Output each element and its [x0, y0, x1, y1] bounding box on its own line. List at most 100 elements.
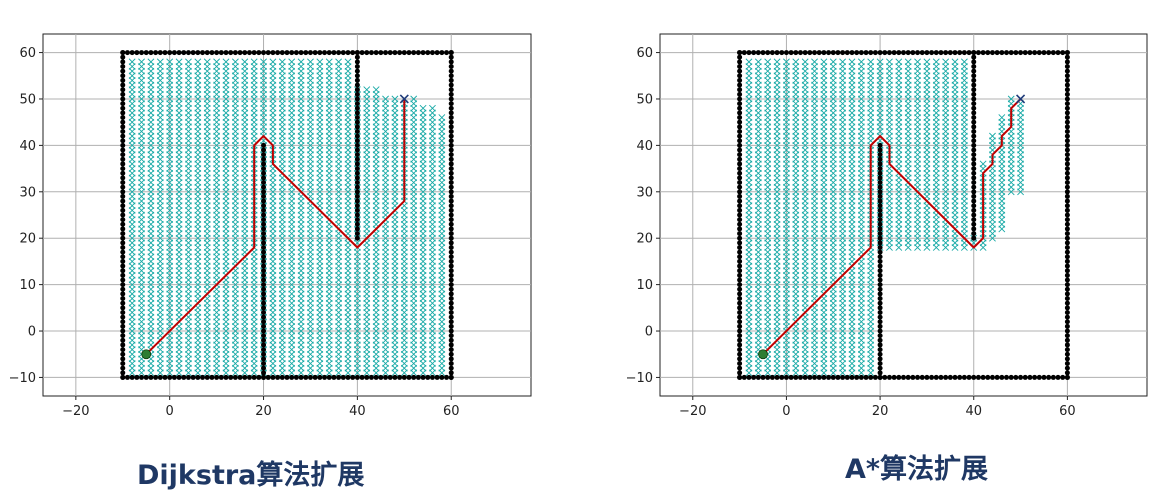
obstacle-point	[737, 147, 743, 153]
obstacle-point	[868, 374, 874, 380]
obstacle-point	[261, 258, 267, 264]
obstacle-point	[261, 296, 267, 302]
obstacle-point	[120, 309, 126, 315]
obstacle-point	[448, 105, 454, 111]
obstacle-point	[261, 249, 267, 255]
explored-node-marker	[316, 58, 324, 66]
obstacle-point	[915, 50, 921, 56]
obstacle-point	[331, 374, 337, 380]
x-tick-label: 20	[872, 404, 889, 419]
obstacle-point	[802, 50, 808, 56]
y-tick-label: 20	[636, 232, 653, 247]
obstacle-point	[120, 282, 126, 288]
obstacle-point	[354, 189, 360, 195]
obstacle-point	[322, 374, 328, 380]
obstacle-point	[289, 50, 295, 56]
obstacle-point	[1046, 50, 1052, 56]
explored-node-marker	[438, 114, 446, 121]
obstacle-point	[448, 124, 454, 130]
obstacle-point	[120, 342, 126, 348]
obstacle-point	[877, 231, 883, 237]
obstacle-point	[120, 105, 126, 111]
obstacle-point	[1050, 50, 1056, 56]
obstacle-point	[448, 361, 454, 367]
obstacle-point	[195, 50, 201, 56]
obstacle-point	[120, 249, 126, 255]
obstacle-point	[1064, 217, 1070, 223]
explored-node-marker	[241, 58, 249, 66]
obstacle-point	[354, 87, 360, 93]
obstacle-point	[1064, 221, 1070, 227]
obstacle-point	[134, 374, 140, 380]
obstacle-point	[737, 198, 743, 204]
obstacle-point	[877, 272, 883, 278]
explored-node-marker	[848, 58, 856, 66]
obstacle-point	[120, 277, 126, 283]
explored-node-marker	[166, 58, 174, 66]
obstacle-point	[1032, 374, 1038, 380]
obstacle-point	[415, 374, 421, 380]
obstacle-point	[788, 50, 794, 56]
obstacle-point	[448, 268, 454, 274]
obstacle-point	[284, 50, 290, 56]
obstacle-point	[293, 374, 299, 380]
y-tick-label: 10	[19, 278, 36, 293]
obstacle-point	[120, 73, 126, 79]
y-tick-label: 10	[636, 278, 653, 293]
obstacle-point	[971, 226, 977, 232]
y-tick-label: 40	[636, 139, 653, 154]
obstacle-point	[261, 351, 267, 357]
obstacle-point	[406, 374, 412, 380]
obstacle-point	[354, 374, 360, 380]
obstacle-point	[270, 50, 276, 56]
obstacle-point	[354, 77, 360, 83]
obstacle-point	[737, 272, 743, 278]
obstacle-point	[971, 221, 977, 227]
obstacle-point	[901, 374, 906, 380]
obstacle-point	[1064, 133, 1070, 139]
obstacle-point	[971, 193, 977, 199]
obstacle-point	[1064, 249, 1070, 255]
obstacle-point	[397, 374, 403, 380]
obstacle-point	[261, 254, 267, 260]
obstacle-point	[120, 258, 126, 264]
obstacle-point	[737, 296, 743, 302]
obstacle-point	[448, 54, 454, 60]
obstacle-point	[261, 347, 267, 353]
obstacle-point	[877, 235, 883, 241]
obstacle-point	[1064, 87, 1070, 93]
obstacle-point	[261, 286, 267, 292]
obstacles	[120, 50, 454, 380]
obstacle-point	[387, 374, 393, 380]
obstacle-point	[1064, 124, 1070, 130]
obstacle-point	[1064, 282, 1070, 288]
obstacle-point	[354, 184, 360, 190]
obstacle-point	[434, 374, 440, 380]
obstacle-point	[760, 50, 766, 56]
obstacle-point	[737, 258, 743, 264]
obstacle-point	[1018, 374, 1024, 380]
obstacle-point	[915, 374, 921, 380]
obstacle-point	[816, 374, 822, 380]
x-tick-label: 60	[443, 404, 460, 419]
obstacle-point	[737, 50, 743, 56]
obstacle-point	[261, 374, 267, 380]
obstacle-point	[737, 263, 743, 269]
obstacle-point	[167, 374, 173, 380]
obstacle-point	[1022, 50, 1028, 56]
obstacle-point	[354, 226, 360, 232]
obstacle-point	[737, 221, 743, 227]
astar-panel: −20 0 20 40 60 −10 0 10 20 30 40 50 60 A*算法扩展	[590, 0, 1165, 497]
obstacle-point	[1064, 235, 1070, 241]
obstacle-point	[303, 50, 309, 56]
dijkstra-caption: Dijkstra算法扩展	[137, 460, 365, 491]
obstacle-point	[204, 50, 210, 56]
explored-node-marker	[363, 86, 371, 94]
obstacle-point	[261, 166, 267, 172]
explored-node-marker	[754, 58, 762, 66]
obstacle-point	[793, 374, 799, 380]
obstacle-point	[947, 50, 953, 56]
obstacle-point	[971, 50, 977, 56]
obstacle-point	[261, 319, 267, 325]
obstacle-point	[378, 374, 384, 380]
